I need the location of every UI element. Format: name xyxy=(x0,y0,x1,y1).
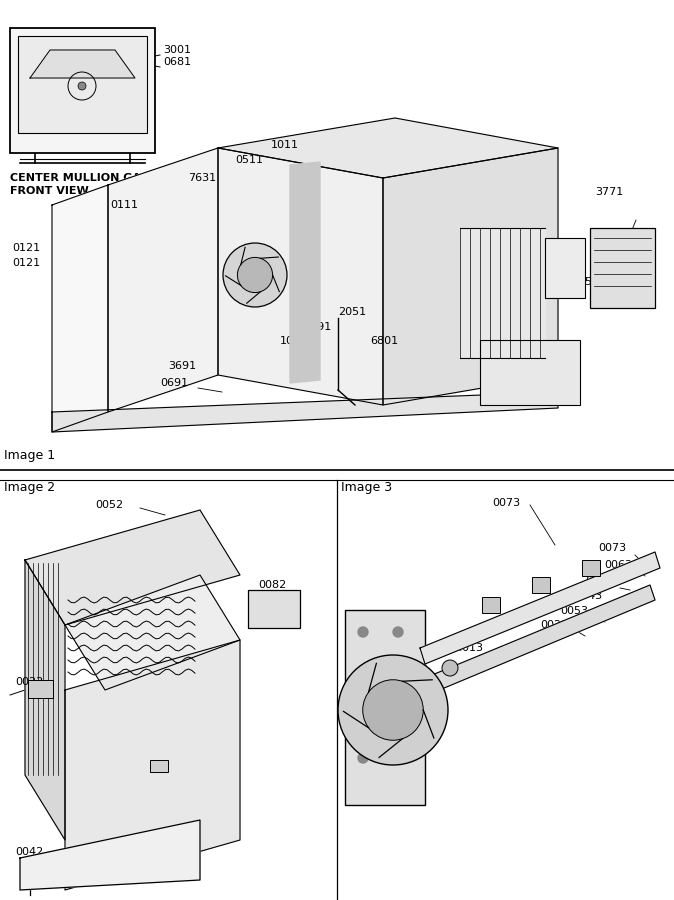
Circle shape xyxy=(442,660,458,676)
Polygon shape xyxy=(20,820,200,890)
Polygon shape xyxy=(52,392,558,432)
Text: 0531: 0531 xyxy=(492,267,520,277)
Text: 0042: 0042 xyxy=(15,847,43,857)
Bar xyxy=(18,36,147,133)
Text: 0511: 0511 xyxy=(235,155,263,165)
Text: 0111: 0111 xyxy=(110,200,138,210)
Polygon shape xyxy=(25,510,240,625)
Polygon shape xyxy=(108,148,218,412)
Polygon shape xyxy=(290,162,320,383)
Polygon shape xyxy=(25,560,65,840)
Circle shape xyxy=(393,753,403,763)
Text: 6801: 6801 xyxy=(370,336,398,346)
Text: 0082: 0082 xyxy=(258,580,286,590)
Circle shape xyxy=(393,711,403,721)
Text: 1011: 1011 xyxy=(271,140,299,150)
Circle shape xyxy=(358,711,368,721)
Circle shape xyxy=(363,680,423,740)
Circle shape xyxy=(78,82,86,90)
Polygon shape xyxy=(420,585,655,696)
Text: 0053: 0053 xyxy=(560,606,588,616)
Circle shape xyxy=(338,655,448,765)
Text: 0022: 0022 xyxy=(15,677,43,687)
Text: CENTER MULLION GASKET: CENTER MULLION GASKET xyxy=(10,173,173,183)
Polygon shape xyxy=(218,118,558,178)
Circle shape xyxy=(358,627,368,637)
Bar xyxy=(482,597,500,613)
Bar xyxy=(480,340,580,405)
Text: Image 2: Image 2 xyxy=(4,481,55,494)
Bar xyxy=(248,590,300,628)
Text: 7001: 7001 xyxy=(492,282,520,292)
Circle shape xyxy=(223,243,287,307)
Polygon shape xyxy=(30,50,135,78)
Bar xyxy=(345,610,425,805)
Text: 0043: 0043 xyxy=(574,591,602,601)
Text: 0541: 0541 xyxy=(578,277,606,287)
Bar xyxy=(10,28,155,153)
Circle shape xyxy=(393,669,403,679)
Text: 0691: 0691 xyxy=(160,378,188,388)
Circle shape xyxy=(358,669,368,679)
Circle shape xyxy=(237,257,272,292)
Text: 0033: 0033 xyxy=(585,576,613,586)
Polygon shape xyxy=(383,148,558,405)
Text: 0121: 0121 xyxy=(12,258,40,268)
Text: FRONT VIEW: FRONT VIEW xyxy=(10,186,89,196)
Bar xyxy=(590,228,655,308)
Text: 0121: 0121 xyxy=(12,243,40,253)
Text: 0013: 0013 xyxy=(455,643,483,653)
Text: 3691: 3691 xyxy=(168,361,196,371)
Text: 0681: 0681 xyxy=(163,57,191,67)
Bar xyxy=(582,560,600,576)
Text: 1001: 1001 xyxy=(280,336,308,346)
Text: 0073: 0073 xyxy=(492,498,520,508)
Bar xyxy=(28,680,53,698)
Text: Image 3: Image 3 xyxy=(341,481,392,494)
Polygon shape xyxy=(420,552,660,664)
Polygon shape xyxy=(218,148,383,405)
Text: Image 1: Image 1 xyxy=(4,449,55,462)
Text: 2051: 2051 xyxy=(338,307,366,317)
Polygon shape xyxy=(52,185,108,432)
Text: 7631: 7631 xyxy=(188,173,216,183)
Polygon shape xyxy=(65,640,240,890)
Text: 0023: 0023 xyxy=(540,620,568,630)
Bar xyxy=(545,238,585,298)
Text: 0052: 0052 xyxy=(95,500,123,510)
Text: 0032: 0032 xyxy=(20,863,48,873)
Bar xyxy=(150,760,168,772)
Circle shape xyxy=(358,753,368,763)
Text: 0073: 0073 xyxy=(598,543,626,553)
Bar xyxy=(532,577,550,593)
Polygon shape xyxy=(65,575,240,690)
Text: 1291: 1291 xyxy=(304,322,332,332)
Text: 0063: 0063 xyxy=(604,560,632,570)
Circle shape xyxy=(393,627,403,637)
Text: 3001: 3001 xyxy=(163,45,191,55)
Text: 3771: 3771 xyxy=(595,187,623,197)
Text: 1061: 1061 xyxy=(492,252,520,262)
Polygon shape xyxy=(460,228,545,358)
